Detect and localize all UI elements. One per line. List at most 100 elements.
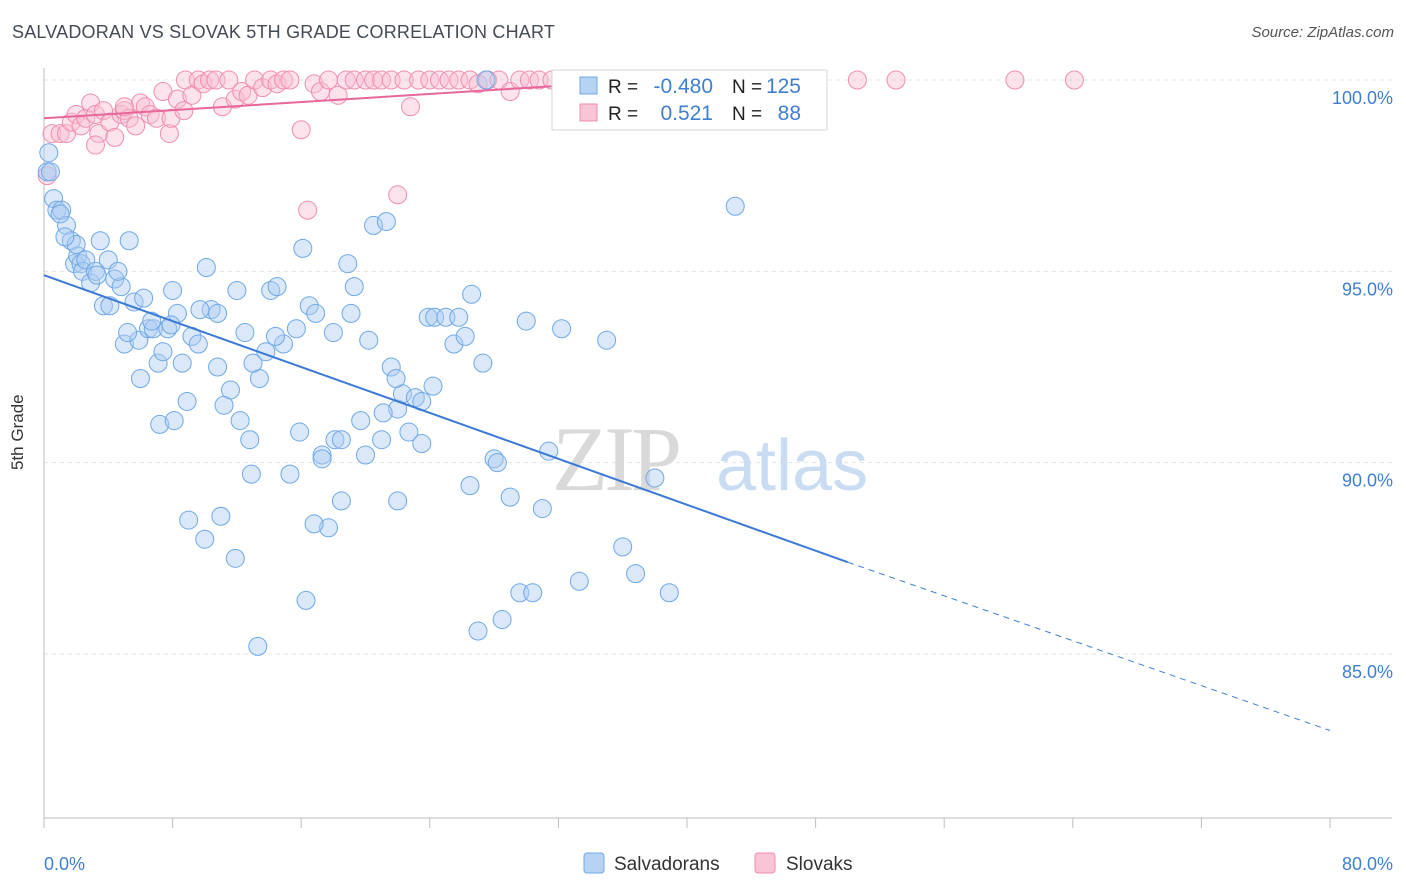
y-tick-labels: 85.0% 90.0% 95.0% 100.0%: [1332, 88, 1393, 682]
series-legend-swatch-pink: [754, 852, 776, 874]
series-legend: Salvadorans Slovaks: [583, 852, 853, 875]
slovak-point: [274, 70, 294, 90]
salvadoran-point: [372, 430, 392, 450]
salvadoran-point: [235, 323, 255, 343]
salvadoran-point: [47, 200, 67, 220]
salvadoran-point: [455, 326, 475, 346]
slovak-point: [147, 108, 167, 128]
stats-legend: R = -0.480 N = 125 R = 0.521 N = 88: [551, 69, 828, 131]
salvadoran-point: [500, 487, 520, 507]
salvadoran-point: [613, 537, 633, 557]
slovak-point: [219, 70, 239, 90]
watermark-zip: ZIP: [552, 408, 679, 510]
salvadoran-point: [164, 411, 184, 431]
salvadoran-point: [569, 571, 589, 591]
slovak-point: [200, 70, 220, 90]
trend-lines: [43, 82, 1331, 732]
salvadoran-point: [220, 380, 240, 400]
salvadoran-point: [108, 261, 128, 281]
salvadoran-point: [359, 330, 379, 350]
slovak-point: [420, 70, 440, 90]
x-tick-label: 0.0%: [44, 854, 85, 874]
source-note: Source: ZipAtlas.com: [1251, 24, 1394, 41]
salvadoran-point: [325, 430, 345, 450]
salvadoran-point: [177, 391, 197, 411]
slovak-point: [847, 70, 867, 90]
salvadoran-point: [243, 353, 263, 373]
y-tick-label: 95.0%: [1342, 279, 1393, 299]
salvadoran-point: [119, 231, 139, 251]
salvadoran-point: [172, 353, 192, 373]
salvadoran-point: [344, 277, 364, 297]
salvadoran-point: [306, 303, 326, 323]
slovak-point: [449, 70, 469, 90]
salvadoran-point: [163, 280, 183, 300]
x-tick-label: 80.0%: [1342, 854, 1393, 874]
salvadoran-point: [161, 315, 181, 335]
slovak-point: [253, 78, 273, 98]
salvadoran-point: [304, 514, 324, 534]
salvadoran-point: [196, 258, 216, 278]
axes: [43, 68, 1392, 828]
slovak-point: [126, 116, 146, 136]
legend-r-label-pink: R =: [608, 104, 638, 125]
salvadoran-point: [40, 162, 60, 182]
x-tick-labels: 0.0% 80.0%: [44, 854, 1393, 874]
slovak-point: [85, 135, 105, 155]
salvadoran-point: [444, 334, 464, 354]
salvadoran-point: [364, 215, 384, 235]
salvadoran-point: [150, 414, 170, 434]
salvadoran-point: [142, 311, 162, 331]
slovak-point: [42, 124, 62, 144]
salvadoran-point: [188, 334, 208, 354]
salvadoran-point: [312, 449, 332, 469]
salvadoran-point: [274, 334, 294, 354]
slovak-point: [1064, 70, 1084, 90]
slovak-point: [439, 70, 459, 90]
salvadoran-point: [338, 254, 358, 274]
salvadoran-point: [331, 430, 351, 450]
salvadoran-point: [248, 636, 268, 656]
salvadorans-points: [37, 70, 745, 656]
slovak-point: [291, 120, 311, 140]
y-tick-label: 85.0%: [1342, 662, 1393, 682]
slovak-point: [245, 70, 265, 90]
salvadoran-point: [425, 307, 445, 327]
salvadoran-point: [265, 326, 285, 346]
salvadoran-point: [476, 70, 496, 90]
salvadoran-point: [55, 227, 75, 247]
salvadoran-point: [460, 476, 480, 496]
salvadoran-point: [373, 403, 393, 423]
slovak-point: [114, 97, 134, 117]
salvadoran-point: [190, 300, 210, 320]
slovak-point: [344, 70, 364, 90]
salvadoran-point: [118, 323, 138, 343]
salvadoran-point: [449, 307, 469, 327]
salvadoran-point: [66, 235, 86, 255]
slovak-point: [100, 112, 120, 132]
salvadoran-trend-line: [43, 274, 849, 564]
salvadoran-point: [468, 621, 488, 641]
salvadoran-point: [523, 583, 543, 603]
salvadoran-point: [356, 445, 375, 465]
slovak-point: [280, 70, 300, 90]
slovak-point: [319, 70, 339, 90]
chart-title: SALVADORAN VS SLOVAK 5TH GRADE CORRELATI…: [12, 22, 556, 42]
slovak-point: [886, 70, 906, 90]
salvadoran-point: [645, 468, 665, 488]
salvadoran-point: [492, 610, 512, 630]
slovak-point: [76, 108, 96, 128]
legend-n-label-blue: N =: [732, 77, 762, 98]
salvadoran-point: [473, 353, 493, 373]
legend-r-value-pink: 0.521: [660, 102, 713, 125]
salvadoran-point: [351, 411, 371, 431]
salvadoran-point: [39, 143, 59, 163]
slovak-point: [105, 127, 125, 147]
salvadoran-point: [552, 319, 572, 339]
salvadoran-point: [130, 368, 150, 388]
salvadoran-point: [399, 422, 419, 442]
salvadoran-trend-extension: [847, 561, 1331, 732]
slovak-point: [66, 104, 86, 124]
salvadoran-point: [331, 491, 351, 511]
slovak-point: [167, 89, 187, 109]
